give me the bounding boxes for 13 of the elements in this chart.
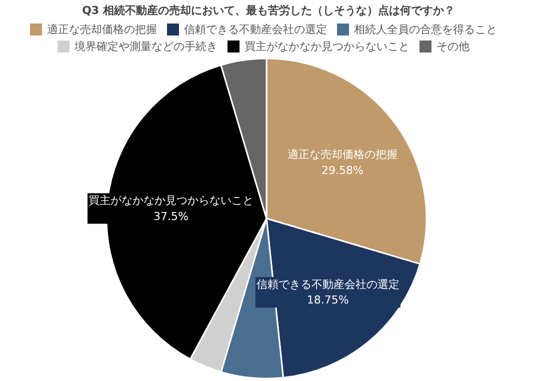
slice-label: 適正な売却価格の把握 <box>288 148 398 162</box>
data-label: 29.58% <box>322 164 364 177</box>
legend-label: 買主がなかなか見つからないこと <box>244 40 410 53</box>
slice-label: 信頼できる不動産会社の選定 <box>256 278 400 291</box>
chart-title: Q3 相続不動産の売却において、最も苦労した（しそうな）点は何ですか？ <box>82 4 455 17</box>
legend-label: 境界確定や測量などの手続き <box>74 40 218 53</box>
legend-label: 相続人全員の合意を得ること <box>354 23 497 36</box>
legend-label: 信頼できる不動産会社の選定 <box>184 23 327 36</box>
data-label: 37.5% <box>154 210 189 223</box>
slice-label: 買主がなかなか見つからないこと <box>88 194 254 208</box>
legend-label: その他 <box>436 40 470 53</box>
data-label: 18.75% <box>306 294 349 307</box>
legend-label: 適正な売却価格の把握 <box>47 23 157 36</box>
